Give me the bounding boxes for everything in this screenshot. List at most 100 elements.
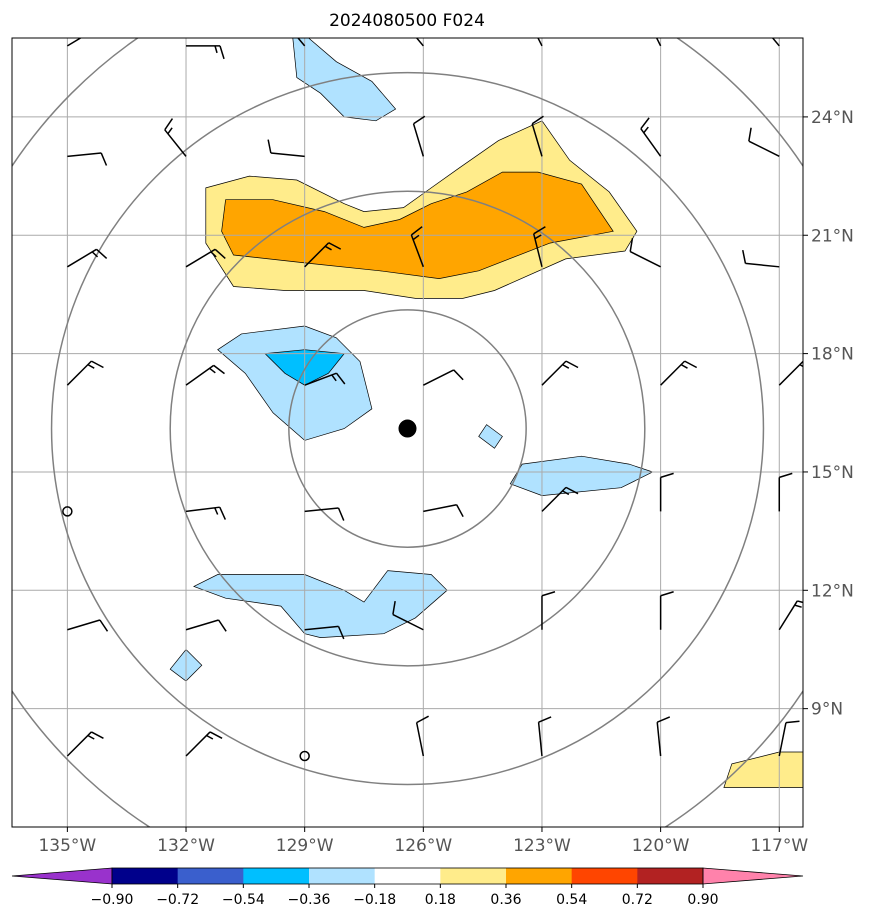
barb-shaft (778, 360, 803, 386)
barb-half-flag (324, 245, 332, 251)
barb-half-flag (87, 363, 95, 369)
range-ring (169, 190, 646, 667)
wind-barb (742, 249, 780, 268)
range-ring (50, 71, 765, 786)
barb-flag (219, 45, 225, 60)
storm-center-marker (398, 419, 417, 438)
contour-line (723, 751, 803, 788)
barb-shaft (423, 503, 457, 513)
barb-flag (527, 6, 537, 15)
colorbar-segment (571, 868, 638, 884)
barb-flag (742, 249, 747, 264)
wind-barb (185, 364, 225, 386)
y-tick-label: 18°N (811, 345, 854, 365)
wind-barb (67, 619, 109, 632)
barb-flag (533, 226, 546, 235)
barb-flag (219, 506, 227, 520)
barb-flag (660, 472, 674, 479)
barb-flag (214, 248, 226, 259)
barb-flag (100, 152, 108, 166)
colorbar-tick-label: −0.72 (156, 892, 199, 908)
wind-barb (185, 248, 226, 268)
barb-shaft (415, 38, 424, 47)
x-tick-label: 129°W (276, 836, 334, 856)
barb-half-flag (209, 367, 216, 374)
contour-line (509, 455, 654, 496)
range-ring (288, 309, 527, 548)
barb-shaft (748, 140, 780, 158)
colorbar-extend-low (11, 867, 113, 885)
calm-circle (62, 506, 73, 517)
barb-shaft (304, 507, 339, 513)
barb-half-flag (92, 31, 97, 36)
barb-flag (684, 360, 698, 369)
longitude-ticks: 135°W 132°W 129°W 126°W 123°W 120°W 117°W (38, 827, 808, 856)
wind-barbs (62, 6, 803, 762)
wind-barb (659, 591, 674, 630)
barb-shaft (66, 360, 92, 386)
barb-shaft (660, 360, 686, 386)
wind-barb (659, 472, 674, 512)
barb-shaft (410, 234, 425, 268)
barb-shaft (771, 38, 780, 47)
barb-shaft (640, 128, 662, 157)
wind-barb (67, 152, 108, 166)
colorbar-tick-label: −0.54 (222, 892, 265, 908)
y-tick-label: 15°N (811, 463, 854, 483)
contour-line (217, 325, 373, 441)
wind-barb (640, 117, 662, 157)
colorbar-tick-label: 0.36 (490, 892, 521, 908)
wind-barb (778, 360, 803, 386)
wind-barb (531, 115, 544, 157)
barb-half-flag (331, 374, 337, 382)
barb-flag (748, 127, 752, 142)
barb-half-flag (91, 251, 99, 258)
wind-barb (410, 226, 425, 268)
barb-flag (531, 115, 544, 125)
barb-shaft (656, 722, 662, 757)
barb-shaft (185, 248, 216, 268)
wind-barb (185, 506, 227, 520)
colorbar-tick-label: 0.18 (425, 892, 456, 908)
contour-fill (217, 326, 372, 441)
barb-flag (645, 6, 655, 15)
barb-flag (640, 117, 650, 130)
barb-flag (456, 504, 464, 518)
barb-flag (565, 360, 579, 369)
wind-barb (66, 31, 107, 47)
contour-line (478, 424, 503, 449)
colorbar-segment (177, 868, 244, 884)
barb-shaft (531, 123, 543, 157)
x-tick-label: 132°W (157, 836, 215, 856)
colorbar-segment (243, 868, 310, 884)
barb-flag (565, 486, 579, 495)
wind-barb (778, 720, 800, 757)
barb-shaft (185, 619, 219, 631)
barb-shaft (541, 486, 567, 512)
barb-shaft (185, 731, 211, 757)
barb-shaft (655, 38, 662, 47)
barb-shaft (778, 600, 798, 631)
wind-barb (66, 360, 104, 386)
barb-shaft (745, 262, 780, 268)
barb-half-flag (214, 507, 219, 515)
barb-half-flag (167, 127, 173, 135)
barb-flag (283, 8, 290, 19)
barb-flag (99, 619, 109, 632)
wind-barb (392, 601, 424, 631)
x-tick-label: 120°W (632, 836, 690, 856)
barb-shaft (415, 722, 425, 757)
barb-half-flag (562, 490, 570, 496)
barb-half-flag (534, 234, 542, 240)
barb-flag (91, 360, 104, 369)
y-tick-label: 12°N (811, 581, 854, 601)
barb-flag (629, 238, 634, 252)
barb-flag (209, 731, 223, 739)
barb-shaft (537, 38, 543, 47)
barb-flag (541, 591, 556, 597)
wind-barb (629, 238, 661, 268)
barb-flag (758, 8, 765, 19)
barb-shaft (185, 364, 215, 386)
barb-shaft (304, 372, 337, 386)
wind-barb (748, 127, 780, 158)
